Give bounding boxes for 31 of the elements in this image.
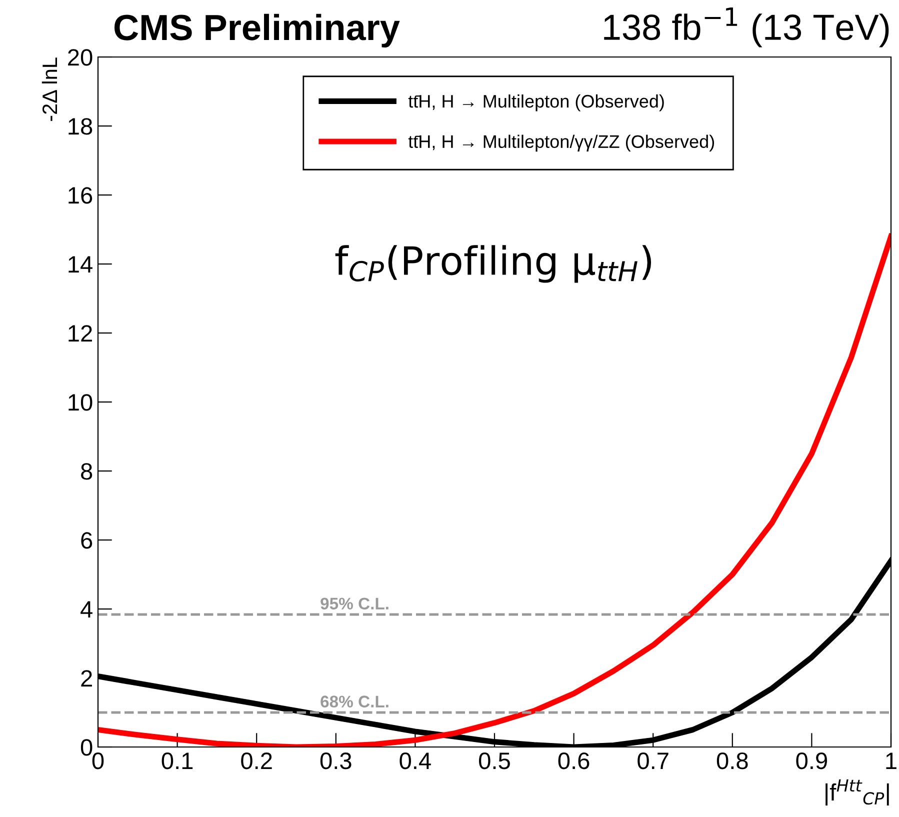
x-tick-label: 0.5 (479, 752, 510, 770)
x-tick-label: 0.7 (638, 752, 668, 770)
x-tick-label: 0.8 (716, 752, 748, 770)
x-tick-label: 0.9 (796, 752, 827, 770)
x-tick-label: 0 (92, 752, 104, 770)
y-tick-label: 8 (81, 463, 92, 480)
y-tick-label: 10 (68, 394, 92, 411)
legend-label: tt̄H, H → Multilepton/γγ/ZZ (Observed) (408, 134, 714, 152)
y-tick-label: 6 (81, 532, 92, 549)
x-tick-label: 0.2 (241, 752, 272, 770)
y-tick-label: 0 (80, 739, 92, 756)
chart-title: CMS Preliminary (114, 14, 400, 48)
x-tick-label: 0.3 (320, 752, 352, 770)
y-tick-label: 20 (68, 49, 92, 66)
y-tick-label: 2 (81, 670, 92, 687)
ref-line-label: 68% C.L. (320, 696, 388, 708)
x-tick-label: 1 (886, 752, 896, 769)
y-tick-label: 12 (68, 325, 92, 342)
y-tick-label: 14 (68, 256, 92, 273)
x-tick-label: 0.6 (558, 752, 590, 770)
x-axis-title: |f$^{Htt}$$_{CP}$| (826, 779, 889, 806)
x-tick-label: 0.4 (400, 752, 431, 770)
y-tick-label: 18 (68, 118, 92, 135)
y-axis-title: -2Δ lnL (42, 58, 57, 121)
y-tick-label: 16 (68, 187, 92, 204)
y-tick-label: 4 (80, 601, 92, 618)
annotation: f$_{CP}$(Profiling μ$_{ttH}$) (335, 245, 652, 283)
chart-subtitle: 138 fb$^{−1}$ (13 TeV) (604, 8, 889, 48)
x-tick-label: 0.1 (162, 752, 193, 770)
ref-line-label: 95% C.L. (320, 598, 388, 610)
legend-label: tt̄H, H → Multilepton (Observed) (408, 94, 664, 112)
